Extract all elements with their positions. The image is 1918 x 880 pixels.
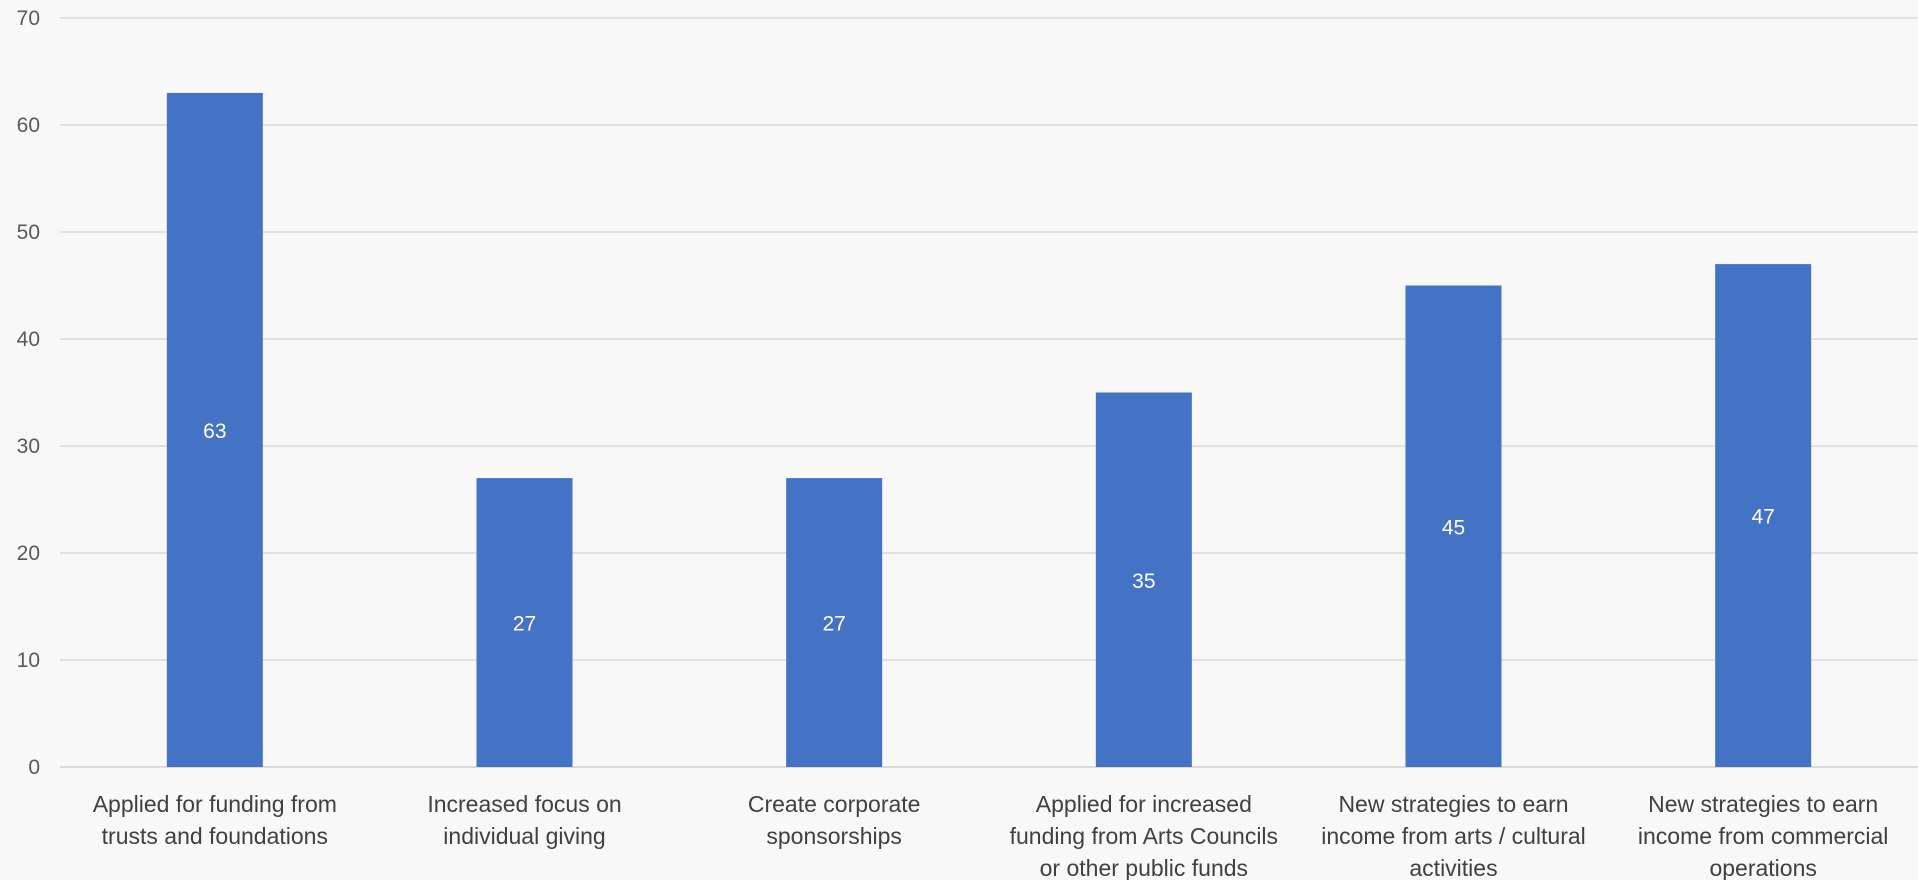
y-tick-label: 10 [17, 649, 40, 672]
bar-value-label-5: 45 [1442, 516, 1465, 539]
x-category-label-line: Create corporate [748, 791, 921, 817]
bars [166, 92, 1812, 767]
y-tick-label: 70 [17, 7, 40, 30]
y-tick-label: 40 [17, 328, 40, 351]
x-category-label-line: operations [1709, 855, 1816, 880]
y-tick-label: 20 [17, 542, 40, 565]
bar-2 [476, 478, 573, 767]
y-tick-label: 60 [17, 114, 40, 137]
bar-1 [166, 92, 263, 767]
x-category-label-line: or other public funds [1040, 855, 1248, 880]
bar-value-label-3: 27 [822, 613, 845, 636]
bar-6 [1715, 264, 1812, 767]
x-category-label-line: sponsorships [766, 823, 902, 849]
x-category-label-line: individual giving [443, 823, 605, 849]
bar-value-labels: 63 27 27 35 45 47 [203, 420, 1775, 636]
bar-3 [786, 478, 883, 767]
x-category-label-line: Applied for increased [1036, 791, 1252, 817]
bar-value-label-4: 35 [1132, 570, 1155, 593]
x-axis-category-labels: Applied for funding from trusts and found… [93, 791, 1889, 880]
x-category-label-line: New strategies to earn [1648, 791, 1878, 817]
x-category-label-line: trusts and foundations [102, 823, 328, 849]
x-category-label-1: Applied for funding from trusts and found… [93, 791, 337, 849]
x-category-label-line: Increased focus on [427, 791, 621, 817]
x-category-label-line: Applied for funding from [93, 791, 337, 817]
y-tick-label: 50 [17, 221, 40, 244]
y-axis-tick-labels: 0 10 20 30 40 50 60 70 [17, 7, 40, 779]
x-category-label-line: New strategies to earn [1338, 791, 1568, 817]
x-category-label-4: Applied for increased funding from Arts C… [1010, 791, 1278, 880]
x-category-label-line: activities [1409, 855, 1497, 880]
x-category-label-line: income from commercial [1638, 823, 1889, 849]
bar-value-label-2: 27 [513, 613, 536, 636]
x-category-label-6: New strategies to earn income from commer… [1638, 791, 1889, 880]
x-category-label-3: Create corporate sponsorships [748, 791, 921, 849]
bar-value-label-6: 47 [1751, 506, 1774, 529]
y-tick-label: 30 [17, 435, 40, 458]
x-category-label-line: income from arts / cultural [1321, 823, 1586, 849]
x-category-label-2: Increased focus on individual giving [427, 791, 621, 849]
bar-4 [1095, 392, 1192, 767]
x-category-label-5: New strategies to earn income from arts /… [1321, 791, 1586, 880]
y-tick-label: 0 [28, 756, 40, 779]
x-category-label-line: funding from Arts Councils [1010, 823, 1278, 849]
gridlines [60, 17, 1918, 768]
bar-value-label-1: 63 [203, 420, 226, 443]
bar-5 [1405, 285, 1502, 767]
